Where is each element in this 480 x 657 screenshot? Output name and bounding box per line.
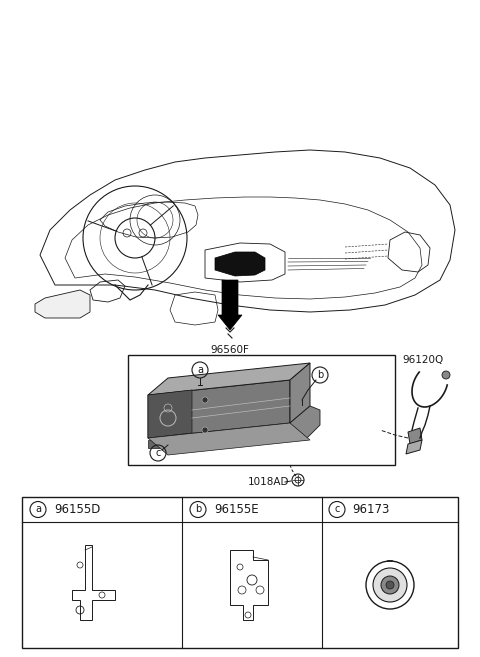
Polygon shape [408, 428, 422, 444]
Polygon shape [148, 380, 290, 438]
Text: 96155D: 96155D [54, 503, 100, 516]
Text: 96120Q: 96120Q [402, 355, 443, 365]
Polygon shape [148, 440, 165, 448]
Text: 1018AD: 1018AD [248, 477, 289, 487]
Text: c: c [156, 448, 161, 458]
Text: 96155E: 96155E [214, 503, 259, 516]
Polygon shape [290, 363, 310, 423]
Text: a: a [197, 365, 203, 375]
Text: b: b [195, 505, 201, 514]
Circle shape [202, 427, 208, 433]
Text: 96173: 96173 [352, 503, 389, 516]
Text: b: b [317, 370, 323, 380]
Polygon shape [148, 390, 192, 438]
Polygon shape [218, 280, 242, 330]
Polygon shape [35, 290, 90, 318]
Text: 96560F: 96560F [211, 345, 250, 355]
Polygon shape [148, 363, 310, 395]
Bar [22, 497, 458, 648]
Polygon shape [215, 252, 265, 276]
Bar [128, 355, 395, 465]
Polygon shape [148, 423, 310, 455]
Polygon shape [406, 440, 422, 454]
Circle shape [373, 568, 407, 602]
Text: a: a [35, 505, 41, 514]
Circle shape [386, 581, 394, 589]
Polygon shape [290, 406, 320, 440]
Circle shape [202, 397, 208, 403]
Circle shape [381, 576, 399, 594]
Text: c: c [334, 505, 340, 514]
Circle shape [442, 371, 450, 379]
